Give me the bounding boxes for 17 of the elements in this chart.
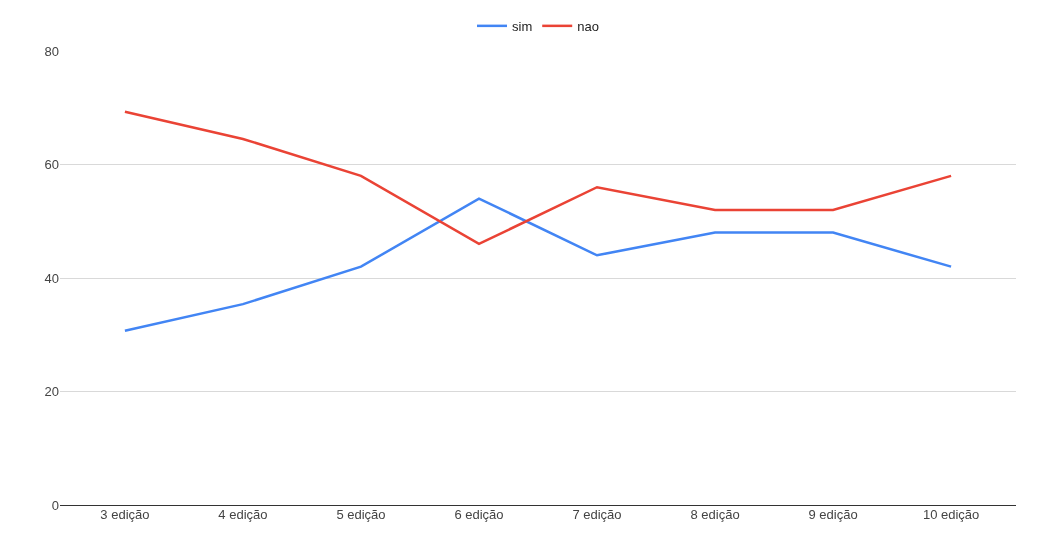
- y-tick-label: 80: [44, 43, 59, 59]
- x-tick-label: 3 edição: [100, 507, 150, 522]
- line-series: [123, 197, 953, 333]
- x-tick-label: 8 edição: [690, 507, 740, 522]
- x-tick-label: 10 edição: [922, 507, 980, 522]
- x-tick-label: 9 edição: [808, 507, 858, 522]
- line-series: [123, 110, 953, 246]
- x-tick-label: 7 edição: [572, 507, 622, 522]
- legend-label: sim: [512, 18, 533, 34]
- x-tick-label: 5 edição: [336, 507, 386, 522]
- x-tick-label: 4 edição: [218, 507, 268, 522]
- y-tick-label: 0: [51, 497, 59, 513]
- y-tick-label: 20: [44, 384, 59, 400]
- legend-label: nao: [577, 18, 599, 34]
- y-tick-label: 40: [44, 270, 59, 286]
- x-tick-label: 6 edição: [454, 507, 504, 522]
- y-tick-label: 60: [44, 157, 59, 173]
